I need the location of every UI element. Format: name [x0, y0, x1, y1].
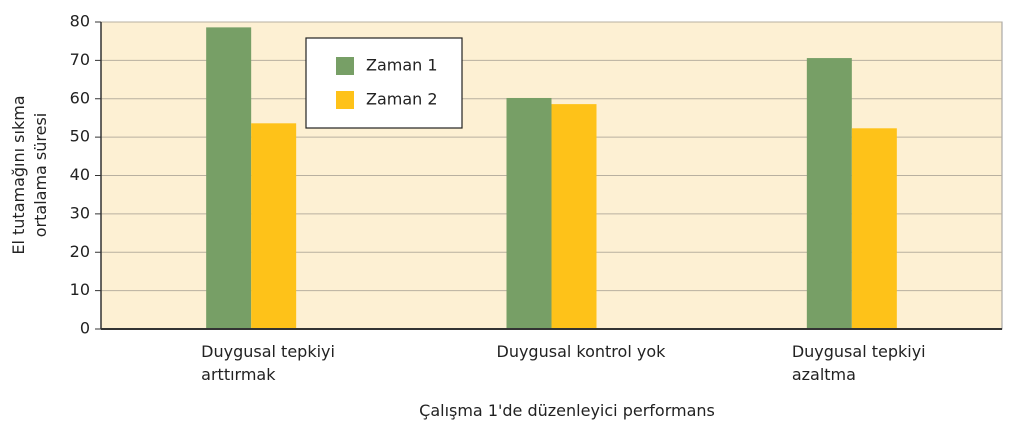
- y-tick-label: 50: [70, 127, 90, 146]
- y-tick-label: 0: [80, 319, 90, 338]
- bar: [506, 97, 552, 329]
- bar: [806, 58, 852, 329]
- y-tick-label: 20: [70, 242, 90, 261]
- x-tick-label: Duygusal kontrol yok: [496, 342, 666, 361]
- y-axis-label: El tutamağını sıkma ortalama süresi: [9, 95, 50, 255]
- legend-box: [305, 37, 463, 129]
- legend-label: Zaman 1: [366, 56, 438, 75]
- bar: [206, 27, 252, 330]
- y-tick-label: 60: [70, 88, 90, 107]
- legend-label: Zaman 2: [366, 90, 438, 109]
- y-tick-label: 80: [70, 12, 90, 31]
- y-tick-label: 40: [70, 165, 90, 184]
- bar: [251, 123, 297, 329]
- legend-swatch: [336, 91, 354, 109]
- x-tick-label: Duygusal tepkiyi arttırmak: [201, 342, 335, 384]
- y-tick-label: 10: [70, 280, 90, 299]
- y-tick-label: 30: [70, 203, 90, 222]
- bar: [851, 128, 897, 329]
- legend-swatch: [336, 57, 354, 75]
- x-tick-label: Duygusal tepkiyi azaltma: [791, 342, 926, 384]
- y-tick-label: 70: [70, 50, 90, 69]
- x-axis-label: Çalışma 1'de düzenleyici performans: [419, 401, 715, 420]
- bar: [551, 104, 597, 329]
